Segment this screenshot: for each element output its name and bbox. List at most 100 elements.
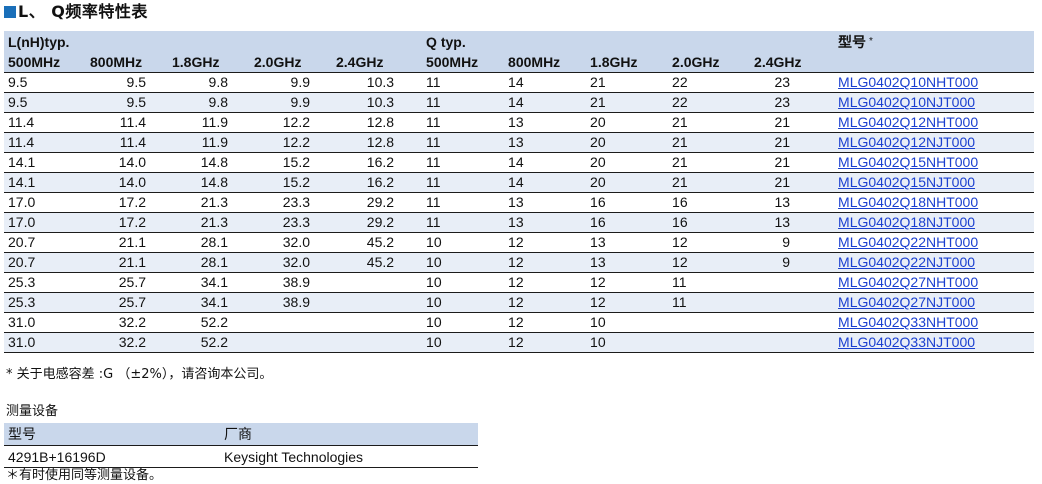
q-value-cell: 10 bbox=[586, 332, 669, 353]
l-value-cell: 34.1 bbox=[168, 292, 250, 313]
model-header: 型号 * bbox=[834, 31, 1035, 53]
model-header-text: 型号 bbox=[838, 34, 867, 50]
l-value-cell: 11.4 bbox=[8, 114, 35, 130]
model-link[interactable]: MLG0402Q12NJT000 bbox=[838, 134, 976, 150]
q-value-cell: 21 bbox=[590, 74, 606, 90]
table-row: 20.7 21.1 28.1 32.0 45.2 10 12 13 12 9 MLG0402Q22N… bbox=[4, 233, 1035, 253]
l-group-header: L(nH)typ. bbox=[4, 31, 423, 53]
model-link[interactable]: MLG0402Q33NHT000 bbox=[838, 314, 979, 330]
l-value-cell: 9.5 bbox=[86, 92, 168, 113]
l-value-cell: 21.1 bbox=[86, 252, 168, 273]
l-value-cell: 31.0 bbox=[4, 332, 86, 353]
table-row: 17.0 17.2 21.3 23.3 29.2 11 13 16 16 13 MLG0402Q18… bbox=[4, 193, 1035, 213]
tolerance-footnote: * 关于电感容差 :G （±2%），请咨询本公司。 bbox=[6, 367, 273, 382]
q-value-cell: 21 bbox=[774, 114, 791, 130]
l-value-cell: 14.8 bbox=[200, 154, 228, 170]
table-row: 17.0 17.2 21.3 23.3 29.2 11 13 16 16 13 MLG0402Q18… bbox=[4, 212, 1035, 233]
q-value-cell: 10 bbox=[590, 314, 606, 330]
q-value-cell: 11 bbox=[422, 172, 505, 193]
q-value-cell: 11 bbox=[426, 114, 441, 130]
l-value-cell bbox=[250, 332, 332, 353]
equipment-table: 型号 厂商 4291B+16196D Keysight Technologies bbox=[4, 423, 478, 468]
q-value-cell bbox=[750, 332, 835, 353]
q-value-cell: 12 bbox=[586, 292, 669, 313]
l-value-cell: 32.0 bbox=[250, 252, 332, 273]
l-value-cell: 14.8 bbox=[168, 172, 250, 193]
l-value-cell: 9.8 bbox=[208, 74, 228, 90]
q-value-cell bbox=[668, 313, 750, 333]
q-value-cell: 21 bbox=[672, 154, 688, 170]
l-value-cell: 14.0 bbox=[118, 154, 146, 170]
l-value-cell: 45.2 bbox=[332, 252, 423, 273]
table-row: 14.1 14.0 14.8 15.2 16.2 11 14 20 21 21 MLG0402Q15… bbox=[4, 172, 1035, 193]
model-link[interactable]: MLG0402Q27NJT000 bbox=[838, 294, 976, 310]
l-value-cell: 23.3 bbox=[250, 212, 332, 233]
q-value-cell: 12 bbox=[508, 234, 524, 250]
model-link[interactable]: MLG0402Q22NHT000 bbox=[838, 234, 979, 250]
q-value-cell: 22 bbox=[668, 92, 751, 113]
q-freq-header: 800MHz bbox=[504, 53, 587, 73]
l-value-cell: 11.4 bbox=[119, 114, 146, 130]
q-value-cell: 11 bbox=[422, 212, 505, 233]
lq-frequency-table-wrap: L(nH)typ. Q typ. 型号 * 500MHz 800MHz 1.8GH… bbox=[4, 31, 1035, 353]
q-value-cell: 10 bbox=[426, 274, 442, 290]
model-link[interactable]: MLG0402Q33NJT000 bbox=[838, 334, 976, 350]
lq-frequency-table: L(nH)typ. Q typ. 型号 * 500MHz 800MHz 1.8GH… bbox=[4, 31, 1035, 353]
l-value-cell: 21.1 bbox=[118, 234, 146, 250]
equipment-model-cell: 4291B+16196D bbox=[4, 445, 220, 468]
l-value-cell: 28.1 bbox=[200, 234, 228, 250]
model-link[interactable]: MLG0402Q10NJT000 bbox=[838, 94, 976, 110]
model-link[interactable]: MLG0402Q15NHT000 bbox=[838, 154, 979, 170]
l-freq-header: 2.0GHz bbox=[250, 53, 332, 73]
l-value-cell: 12.8 bbox=[366, 114, 395, 130]
q-value-cell: 20 bbox=[590, 154, 606, 170]
equipment-maker-cell: Keysight Technologies bbox=[220, 445, 478, 468]
l-value-cell: 23.3 bbox=[282, 194, 310, 210]
model-cell: MLG0402Q33NHT000 bbox=[834, 313, 1034, 333]
l-value-cell: 11.4 bbox=[86, 132, 168, 153]
l-value-cell: 52.2 bbox=[168, 332, 250, 353]
model-link[interactable]: MLG0402Q18NHT000 bbox=[838, 194, 979, 210]
l-value-cell: 11.9 bbox=[201, 114, 228, 130]
l-value-cell: 25.3 bbox=[8, 274, 36, 290]
l-value-cell: 38.9 bbox=[282, 274, 310, 290]
l-value-cell: 32.2 bbox=[86, 332, 168, 353]
q-value-cell: 20 bbox=[586, 132, 669, 153]
equipment-row: 4291B+16196D Keysight Technologies bbox=[4, 445, 478, 468]
l-value-cell: 10.3 bbox=[366, 74, 395, 90]
q-value-cell: 13 bbox=[774, 194, 791, 210]
l-value-cell: 21.3 bbox=[200, 194, 228, 210]
q-value-cell: 11 bbox=[426, 194, 441, 210]
q-value-cell: 13 bbox=[504, 212, 587, 233]
model-link[interactable]: MLG0402Q10NHT000 bbox=[838, 74, 979, 90]
q-value-cell: 14 bbox=[504, 172, 587, 193]
table-row: 25.3 25.7 34.1 38.9 10 12 12 11 MLG0402Q27NJT000 bbox=[4, 292, 1035, 313]
q-value-cell: 23 bbox=[774, 74, 791, 90]
l-value-cell: 10.3 bbox=[332, 92, 423, 113]
l-value-cell: 28.1 bbox=[168, 252, 250, 273]
l-value-cell: 16.2 bbox=[332, 172, 423, 193]
l-value-cell: 11.9 bbox=[168, 132, 250, 153]
q-value-cell: 12 bbox=[590, 274, 606, 290]
equipment-model-header: 型号 bbox=[4, 423, 220, 446]
model-link[interactable]: MLG0402Q18NJT000 bbox=[838, 214, 976, 230]
l-value-cell: 11.4 bbox=[4, 132, 86, 153]
l-value-cell: 29.2 bbox=[332, 212, 423, 233]
l-value-cell: 52.2 bbox=[200, 314, 228, 330]
q-value-cell: 14 bbox=[508, 154, 524, 170]
q-value-cell bbox=[750, 292, 835, 313]
q-value-cell: 21 bbox=[586, 92, 669, 113]
l-value-cell: 25.7 bbox=[118, 274, 146, 290]
l-value-cell: 9.5 bbox=[126, 74, 146, 90]
q-value-cell: 14 bbox=[508, 74, 524, 90]
q-freq-header: 2.4GHz bbox=[750, 53, 835, 73]
q-value-cell: 9 bbox=[750, 252, 835, 273]
model-link[interactable]: MLG0402Q15NJT000 bbox=[838, 174, 976, 190]
model-cell: MLG0402Q12NJT000 bbox=[834, 132, 1035, 153]
model-link[interactable]: MLG0402Q22NJT000 bbox=[838, 254, 976, 270]
l-value-cell: 15.2 bbox=[250, 172, 332, 193]
table-row: 9.5 9.5 9.8 9.9 10.3 11 14 21 22 23 MLG0402Q10NHT0… bbox=[4, 73, 1035, 93]
model-link[interactable]: MLG0402Q27NHT000 bbox=[838, 274, 979, 290]
model-cell: MLG0402Q22NHT000 bbox=[834, 233, 1034, 253]
model-link[interactable]: MLG0402Q12NHT000 bbox=[838, 114, 979, 130]
